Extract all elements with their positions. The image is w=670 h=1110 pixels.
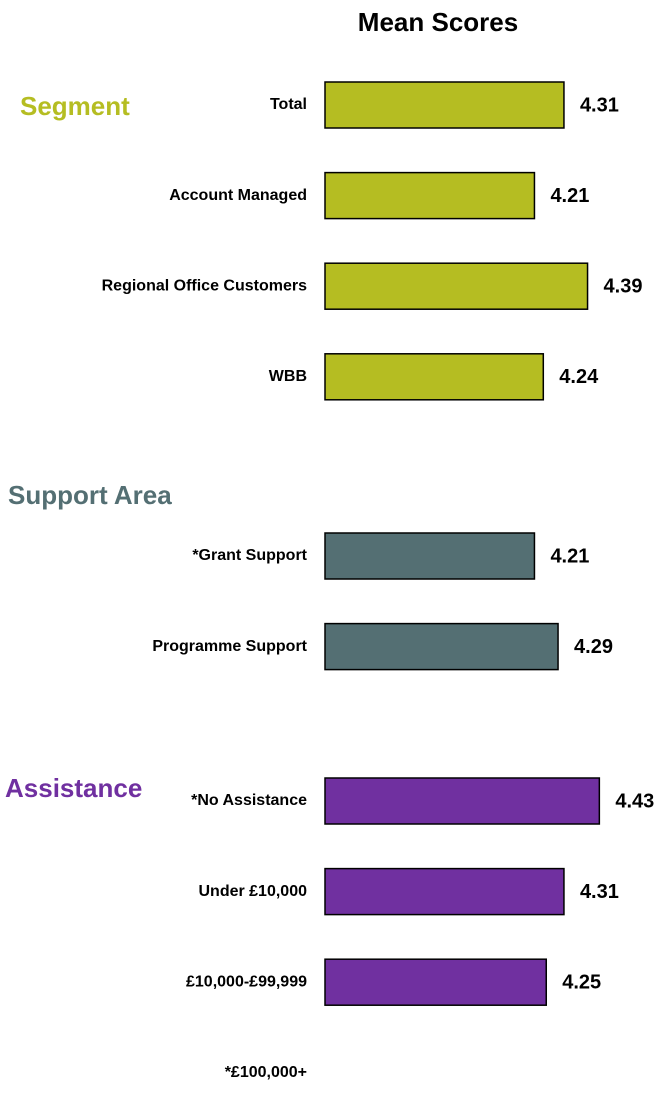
bar (324, 622, 559, 671)
bar (324, 532, 536, 580)
value-label: 4.25 (562, 971, 601, 993)
category-label: £10,000-£99,999 (186, 973, 307, 990)
category-label: Under £10,000 (198, 883, 307, 900)
value-label: 4.24 (559, 366, 599, 388)
bar (324, 262, 589, 310)
bar (324, 867, 565, 916)
bar (324, 353, 545, 401)
bar (324, 81, 565, 129)
value-label: 4.29 (574, 636, 613, 658)
value-label: 4.21 (550, 545, 589, 567)
category-label: WBB (269, 368, 307, 385)
category-label: Regional Office Customers (102, 277, 307, 294)
category-label: Programme Support (152, 638, 307, 655)
category-label: Total (270, 96, 307, 113)
group-label: Segment (20, 91, 130, 121)
category-label: *No Assistance (191, 792, 307, 809)
category-label: *Grant Support (192, 547, 307, 564)
bar (324, 171, 536, 220)
category-label: Account Managed (169, 187, 307, 204)
bar (324, 777, 601, 825)
group-label: Support Area (8, 480, 172, 510)
value-label: 4.31 (580, 94, 619, 116)
category-label: *£100,000+ (225, 1064, 307, 1081)
value-label: 4.31 (580, 881, 619, 903)
group-label: Assistance (5, 773, 142, 803)
value-label: 4.39 (604, 275, 643, 297)
value-label: 4.43 (615, 790, 654, 812)
bar (324, 958, 547, 1006)
value-label: 4.21 (550, 185, 589, 207)
chart-title: Mean Scores (358, 7, 518, 37)
